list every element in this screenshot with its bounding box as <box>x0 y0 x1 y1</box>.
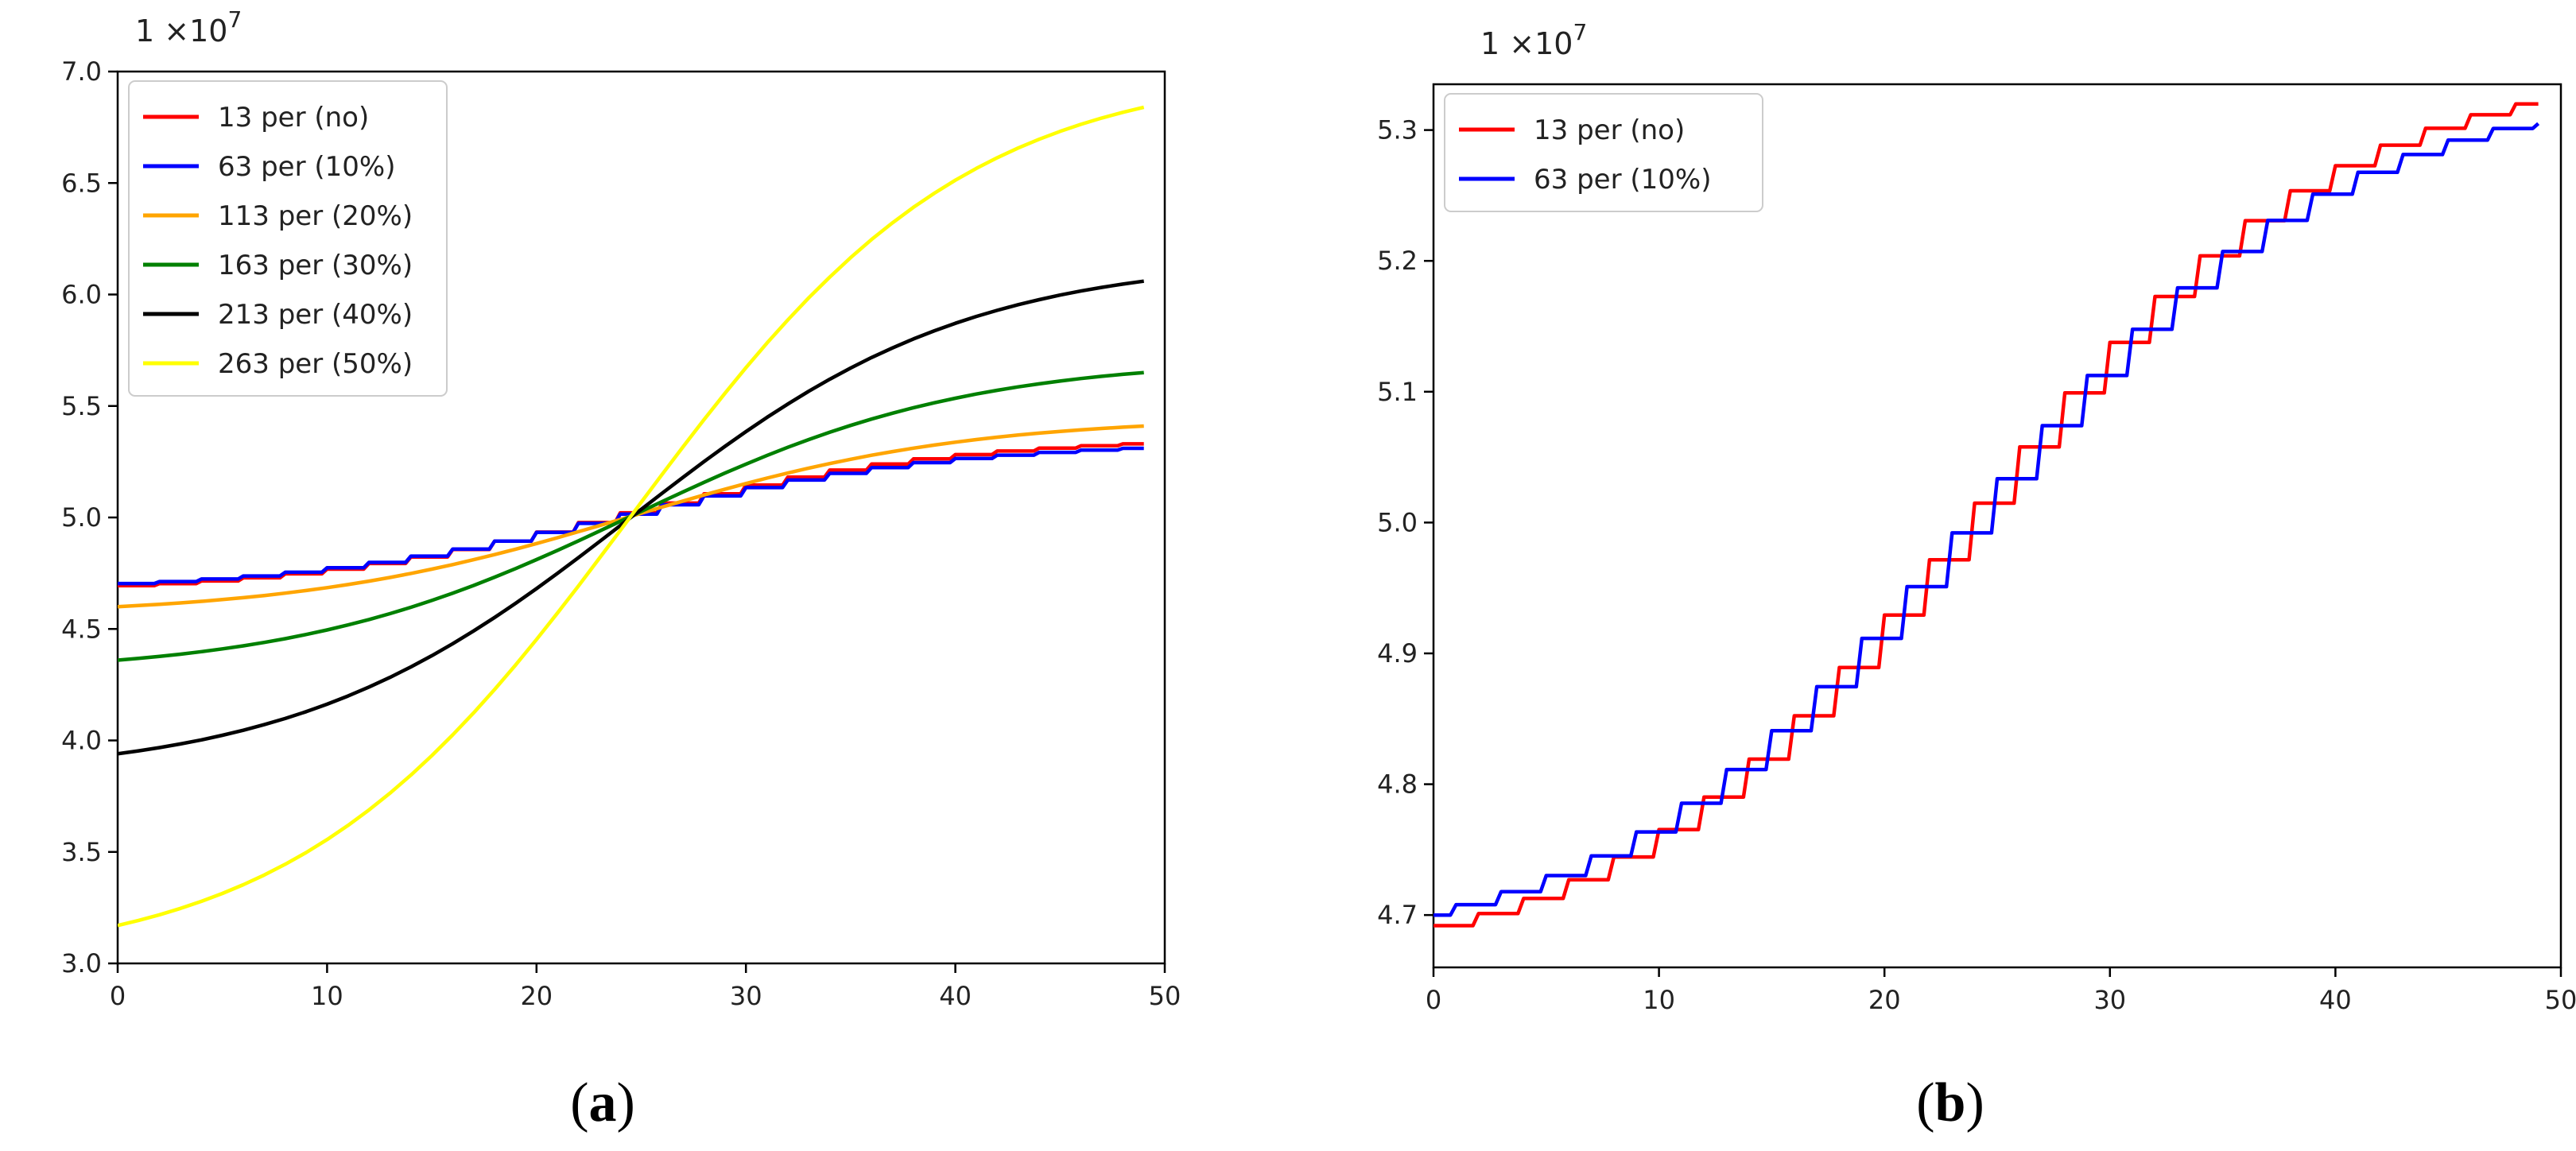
y-multiplier-label: 1 ×107 <box>1480 19 1587 61</box>
y-tick-label: 3.0 <box>61 948 102 979</box>
legend-entry: 63 per (10%) <box>218 151 395 183</box>
legend-entry: 213 per (40%) <box>218 299 413 331</box>
panel-caption: (b) <box>1916 1072 1984 1134</box>
legend-box <box>1444 93 1763 212</box>
y-tick-label: 7.0 <box>61 56 102 87</box>
x-tick-label: 10 <box>1643 985 1675 1015</box>
y-tick-label: 5.2 <box>1377 246 1418 276</box>
y-tick-label: 4.7 <box>1377 900 1418 930</box>
y-tick-label: 4.8 <box>1377 769 1418 800</box>
y-tick-label: 5.0 <box>1377 507 1418 537</box>
legend-entry: 63 per (10%) <box>1534 164 1711 196</box>
y-tick-label: 3.5 <box>61 837 102 867</box>
x-tick-label: 20 <box>520 981 553 1011</box>
legend-entry: 13 per (no) <box>1534 114 1685 146</box>
legend-box <box>128 80 448 397</box>
y-tick-label: 6.0 <box>61 280 102 310</box>
x-tick-label: 10 <box>311 981 343 1011</box>
panel-caption: (a) <box>570 1072 635 1134</box>
y-tick-label: 5.5 <box>61 391 102 421</box>
x-tick-label: 40 <box>2319 985 2352 1015</box>
y-tick-label: 4.5 <box>61 614 102 644</box>
x-tick-label: 50 <box>2545 985 2576 1015</box>
y-tick-label: 5.3 <box>1377 115 1418 145</box>
y-multiplier-label: 1 ×107 <box>135 6 242 48</box>
series-line <box>1433 102 2539 928</box>
legend-entry: 113 per (20%) <box>218 200 413 232</box>
y-tick-label: 5.1 <box>1377 377 1418 407</box>
x-tick-label: 30 <box>2093 985 2126 1015</box>
y-tick-label: 5.0 <box>61 502 102 533</box>
x-tick-label: 30 <box>730 981 762 1011</box>
y-tick-label: 4.0 <box>61 726 102 756</box>
x-tick-label: 20 <box>1868 985 1901 1015</box>
x-tick-label: 50 <box>1149 981 1181 1011</box>
y-tick-label: 4.9 <box>1377 638 1418 669</box>
series-line <box>1433 122 2540 917</box>
x-tick-label: 40 <box>939 981 972 1011</box>
y-tick-label: 6.5 <box>61 168 102 198</box>
panel-a: 0 10 20 30 40 50 3.0 3.5 4.0 4.5 5.0 5.5 6.0 6.5 7.0 1 … <box>61 6 1181 1134</box>
legend-entry: 163 per (30%) <box>218 250 413 281</box>
x-tick-label: 0 <box>110 981 126 1011</box>
plot-frame <box>1432 83 2562 969</box>
panel-b: 0 10 20 30 40 50 4.7 4.8 4.9 5.0 5.1 5.2 5.3 1 ×107 13… <box>1377 19 2576 1134</box>
series-line <box>118 105 1145 928</box>
legend-entry: 13 per (no) <box>218 102 369 134</box>
legend-entry: 263 per (50%) <box>218 348 413 380</box>
x-tick-label: 0 <box>1426 985 1441 1015</box>
